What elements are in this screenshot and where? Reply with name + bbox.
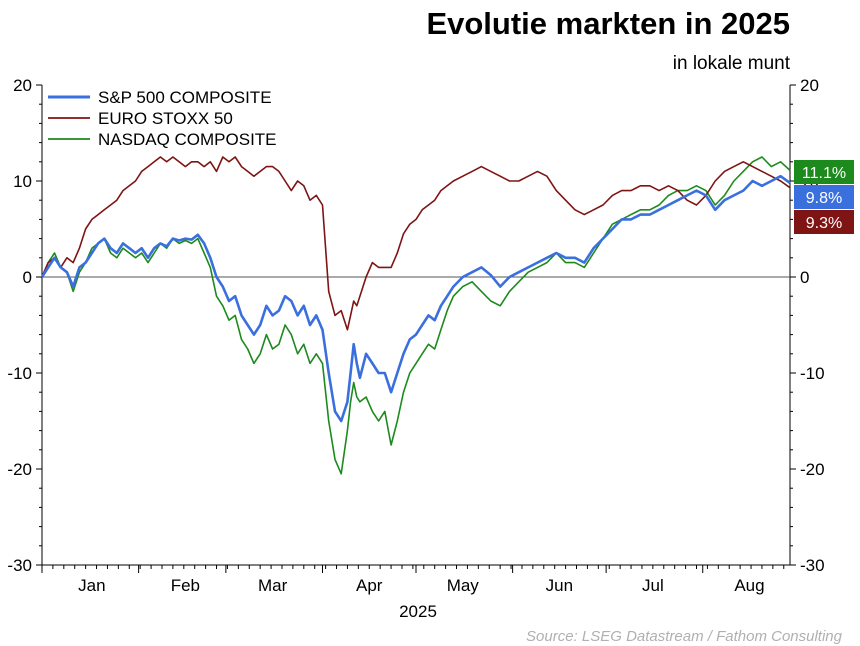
end-label-box	[794, 210, 854, 234]
source-note: Source: LSEG Datastream / Fathom Consult…	[526, 628, 843, 645]
y-tick-label-left: -10	[7, 364, 32, 383]
series-line-euro-stoxx-50	[41, 156, 791, 331]
end-label-box	[794, 160, 854, 184]
end-label-value: 11.1%	[802, 165, 846, 182]
y-tick-label-right: -20	[800, 460, 825, 479]
x-tick-label: Mar	[258, 576, 288, 595]
series-line-s-p-500-composite	[40, 174, 791, 423]
y-tick-label-right: -10	[800, 364, 825, 383]
chart-title: Evolutie markten in 2025	[426, 6, 790, 41]
x-tick-label: May	[447, 576, 480, 595]
y-tick-label-left: 20	[13, 76, 32, 95]
legend-entry: EURO STOXX 50	[98, 109, 233, 128]
x-tick-label: Apr	[356, 576, 383, 595]
legend-entry: S&P 500 COMPOSITE	[98, 88, 272, 107]
x-axis-year-label: 2025	[399, 602, 437, 621]
y-tick-label-right: -30	[800, 556, 825, 575]
y-tick-label-left: 0	[23, 268, 32, 287]
y-tick-label-left: -20	[7, 460, 32, 479]
end-label-value: 9.8%	[806, 190, 842, 207]
y-tick-label-left: 10	[13, 172, 32, 191]
series-layer	[40, 156, 791, 475]
legend-entry: NASDAQ COMPOSITE	[98, 130, 277, 149]
x-tick-label: Jul	[642, 576, 664, 595]
y-tick-label-left: -30	[7, 556, 32, 575]
x-tick-label: Jun	[546, 576, 573, 595]
end-label-box	[794, 185, 854, 209]
x-tick-label: Feb	[171, 576, 200, 595]
y-tick-label-right: 0	[800, 268, 809, 287]
x-tick-label: Aug	[734, 576, 764, 595]
end-label-value: 9.3%	[806, 215, 842, 232]
y-tick-label-right: 20	[800, 76, 819, 95]
legend: S&P 500 COMPOSITE EURO STOXX 50 NASDAQ COM…	[48, 88, 277, 149]
x-tick-label: Jan	[78, 576, 105, 595]
chart-subtitle: in lokale munt	[673, 53, 791, 74]
end-labels: 11.1% 9.8% 9.3%	[794, 160, 854, 234]
series-line-nasdaq-composite	[41, 156, 791, 475]
